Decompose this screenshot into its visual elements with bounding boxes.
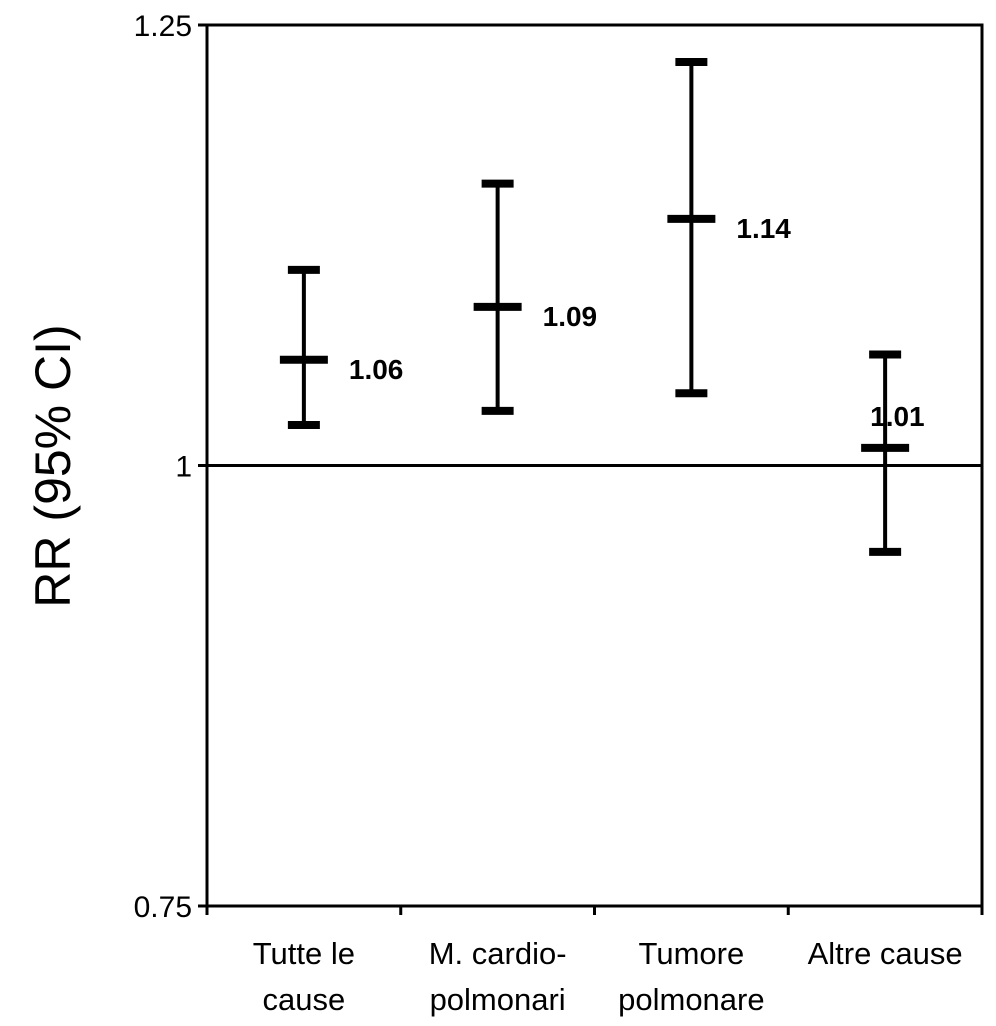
value-label: 1.09 (543, 301, 598, 332)
x-tick-label: cause (263, 982, 346, 1017)
x-tick-label: Tumore (639, 936, 745, 971)
x-tick-label: polmonare (618, 982, 764, 1017)
y-tick-label: 0.75 (134, 891, 192, 924)
y-tick-label: 1 (175, 451, 192, 484)
y-axis-label: RR (95% CI) (25, 324, 81, 607)
x-tick-label: Tutte le (253, 936, 355, 971)
x-tick-label: Altre cause (808, 936, 963, 971)
x-tick-label: M. cardio- (429, 936, 567, 971)
value-label: 1.01 (870, 401, 925, 432)
value-label: 1.06 (349, 354, 404, 385)
value-label: 1.14 (736, 213, 791, 244)
x-tick-label: polmonari (430, 982, 566, 1017)
y-tick-label: 1.25 (134, 10, 192, 43)
plot-area: 1.25 1 0.75 Tutte le cause M. cardio-polmonar… (134, 10, 984, 1017)
